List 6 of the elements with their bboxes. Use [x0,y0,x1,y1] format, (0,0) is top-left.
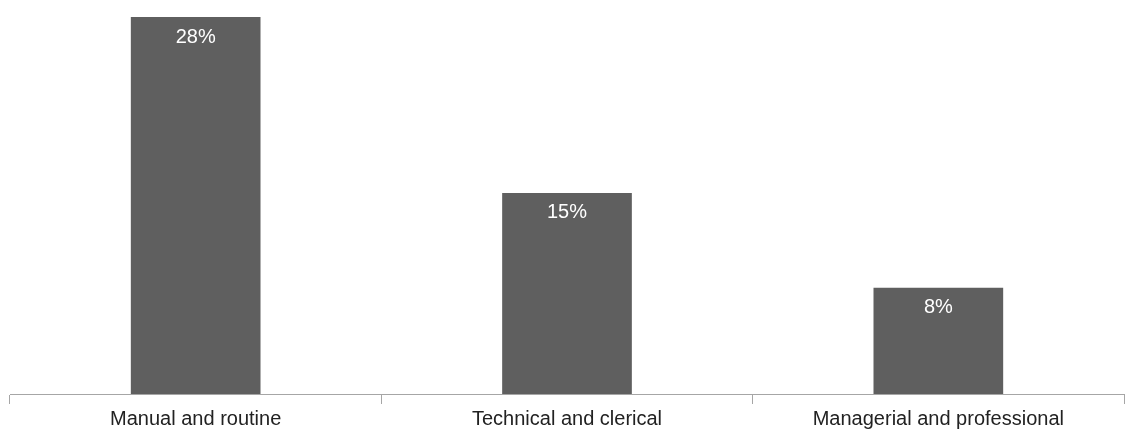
x-tick-label: Manual and routine [110,406,282,429]
x-tick-label: Technical and clerical [471,406,663,429]
x-tick-label: Managerial and professional [812,406,1064,429]
data-label: 8% [923,295,953,318]
data-label: 28% [175,24,216,47]
data-label: 15% [546,200,588,223]
